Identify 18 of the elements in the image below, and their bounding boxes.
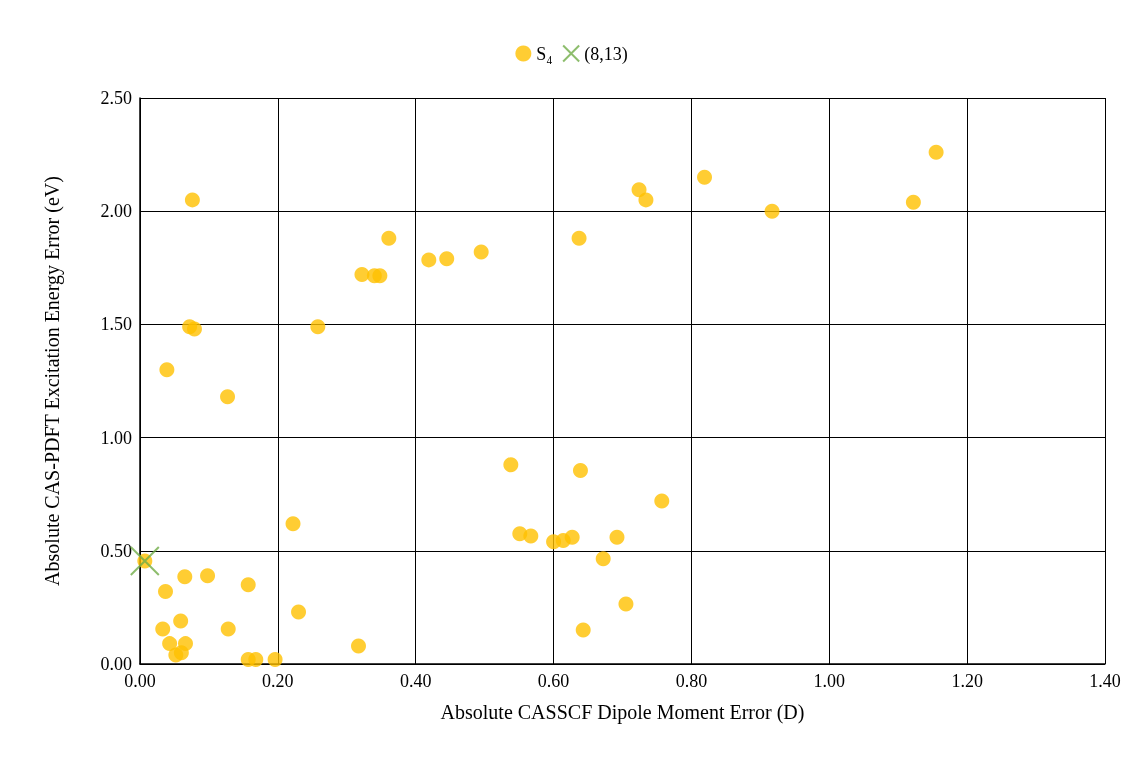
y-tick-label: 1.50 [100, 314, 132, 335]
y-tick-label: 1.00 [100, 427, 132, 448]
x-tick-label: 0.20 [262, 671, 294, 691]
x-tick-label: 0.00 [124, 671, 156, 691]
y-tick-label: 2.50 [100, 88, 132, 108]
x-tick-label: 1.20 [951, 671, 983, 691]
y-tick-label: 2.00 [100, 201, 132, 222]
x-tick-label: 1.40 [1089, 671, 1121, 691]
y-axis-title: Absolute CAS-PDFT Excitation Energy Error (eV) [41, 176, 64, 586]
y-tick-label: 0.50 [100, 540, 132, 561]
x-tick-label: 1.00 [813, 671, 846, 691]
x-tick-label: 0.80 [675, 671, 708, 691]
x-axis-title: Absolute CASSCF Dipole Moment Error (D) [440, 701, 805, 724]
x-tick-label: 0.60 [537, 671, 570, 691]
legend-label: (8,13) [584, 43, 628, 65]
y-tick-label: 0.00 [100, 654, 132, 674]
x-tick-label: 0.40 [399, 671, 432, 691]
legend-label: S₄ [536, 43, 553, 64]
